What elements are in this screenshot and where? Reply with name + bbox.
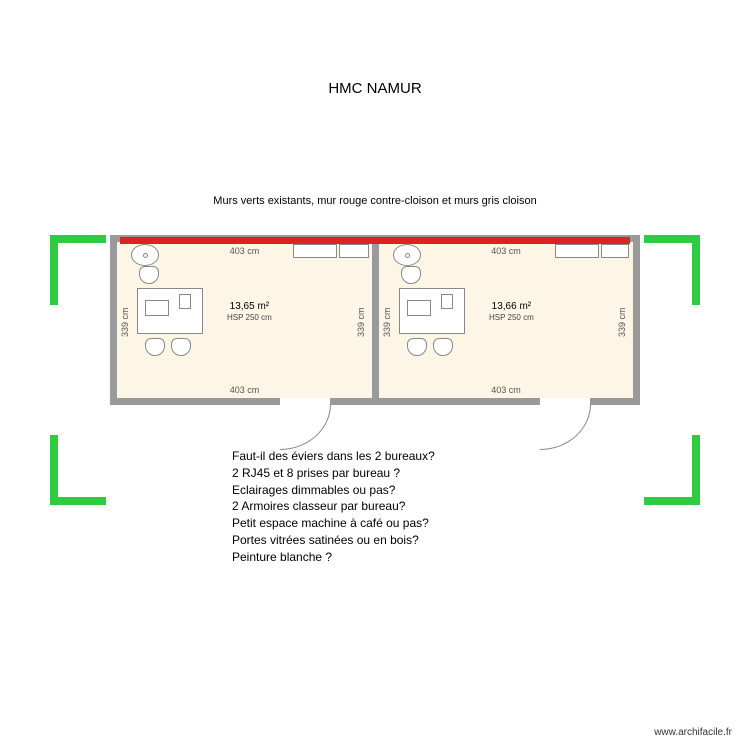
questions-block: Faut-il des éviers dans les 2 bureaux? 2… — [232, 448, 435, 566]
hsp-text: HSP 250 cm — [489, 313, 534, 323]
room-1: 403 cm 403 cm 339 cm 339 cm 13,65 m² HSP… — [117, 242, 372, 398]
legend-subtitle: Murs verts existants, mur rouge contre-c… — [0, 195, 750, 207]
sink-icon — [393, 244, 421, 266]
existing-wall — [644, 497, 700, 505]
existing-wall — [692, 235, 700, 305]
chair-icon — [145, 338, 165, 356]
dim-left: 339 cm — [382, 282, 392, 362]
partition-wall — [372, 242, 379, 398]
chair-icon — [171, 338, 191, 356]
file-cabinet-icon — [555, 244, 599, 258]
chair-icon — [433, 338, 453, 356]
dim-right: 339 cm — [617, 282, 627, 362]
room-area-label: 13,66 m² HSP 250 cm — [489, 300, 534, 323]
area-text: 13,66 m² — [489, 300, 534, 313]
area-text: 13,65 m² — [227, 300, 272, 313]
keyboard-icon — [407, 300, 431, 316]
question-line: Peinture blanche ? — [232, 549, 435, 566]
question-line: Eclairages dimmables ou pas? — [232, 482, 435, 499]
chair-icon — [401, 266, 421, 284]
sink-icon — [131, 244, 159, 266]
room-2: 403 cm 403 cm 339 cm 339 cm 13,66 m² HSP… — [379, 242, 633, 398]
dim-left: 339 cm — [120, 282, 130, 362]
dim-bottom: 403 cm — [379, 385, 633, 395]
watermark-link[interactable]: www.archifacile.fr — [654, 727, 732, 738]
existing-wall — [50, 435, 58, 505]
hsp-text: HSP 250 cm — [227, 313, 272, 323]
page-title: HMC NAMUR — [0, 80, 750, 97]
existing-wall — [50, 497, 106, 505]
existing-wall — [692, 435, 700, 505]
question-line: 2 RJ45 et 8 prises par bureau ? — [232, 465, 435, 482]
question-line: 2 Armoires classeur par bureau? — [232, 498, 435, 515]
chair-icon — [407, 338, 427, 356]
room-area-label: 13,65 m² HSP 250 cm — [227, 300, 272, 323]
existing-wall — [50, 235, 58, 305]
file-cabinet-icon — [339, 244, 369, 258]
rooms-container: 403 cm 403 cm 339 cm 339 cm 13,65 m² HSP… — [110, 235, 640, 405]
existing-wall — [50, 235, 106, 243]
keyboard-icon — [145, 300, 169, 316]
document-icon — [441, 294, 453, 309]
file-cabinet-icon — [293, 244, 337, 258]
door-arc-icon — [280, 404, 331, 450]
dim-right: 339 cm — [356, 282, 366, 362]
dim-bottom: 403 cm — [117, 385, 372, 395]
chair-icon — [139, 266, 159, 284]
question-line: Petit espace machine à café ou pas? — [232, 515, 435, 532]
door-arc-icon — [540, 404, 591, 450]
file-cabinet-icon — [601, 244, 629, 258]
question-line: Faut-il des éviers dans les 2 bureaux? — [232, 448, 435, 465]
question-line: Portes vitrées satinées ou en bois? — [232, 532, 435, 549]
document-icon — [179, 294, 191, 309]
counter-wall — [120, 237, 630, 244]
